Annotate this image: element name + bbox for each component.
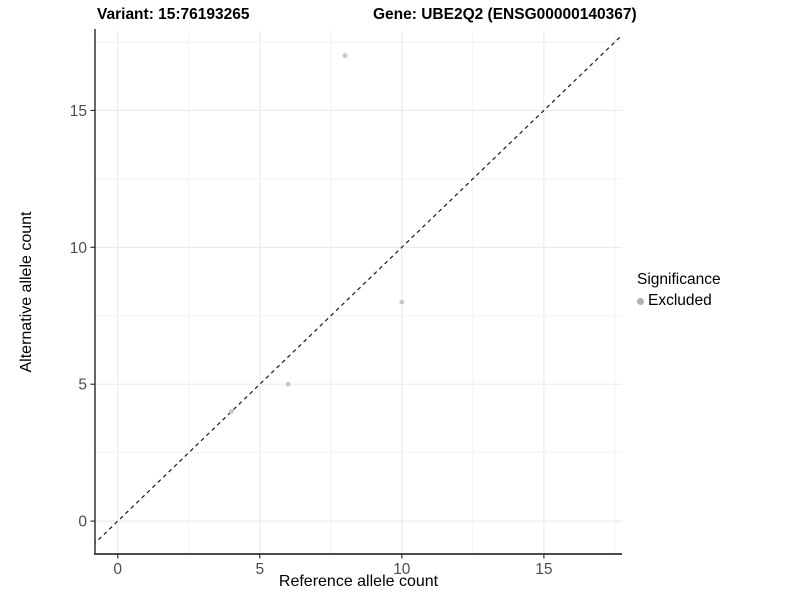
x-axis-title: Reference allele count [278, 573, 439, 590]
y-axis-title: Alternative allele count [18, 211, 35, 373]
y-tick-label: 10 [70, 240, 88, 257]
data-point [399, 299, 405, 305]
y-tick-label: 15 [70, 103, 87, 120]
data-point [342, 53, 348, 59]
x-tick-label: 10 [393, 561, 411, 578]
identity-line [95, 34, 622, 544]
x-tick-label: 15 [535, 561, 552, 578]
data-point [228, 409, 234, 415]
legend-item-excluded: Excluded [637, 292, 721, 310]
legend: Significance Excluded [637, 271, 721, 310]
plot-title-gene: Gene: UBE2Q2 (ENSG00000140367) [373, 6, 637, 23]
legend-title: Significance [637, 271, 721, 288]
x-tick-label: 5 [255, 561, 264, 578]
plot-title-variant: Variant: 15:76193265 [97, 6, 250, 23]
legend-item-label: Excluded [648, 292, 712, 309]
data-point [285, 381, 291, 387]
x-tick-label: 0 [113, 561, 122, 578]
y-tick-label: 5 [78, 377, 87, 394]
legend-point-icon [637, 297, 644, 305]
y-tick-label: 0 [78, 514, 87, 531]
